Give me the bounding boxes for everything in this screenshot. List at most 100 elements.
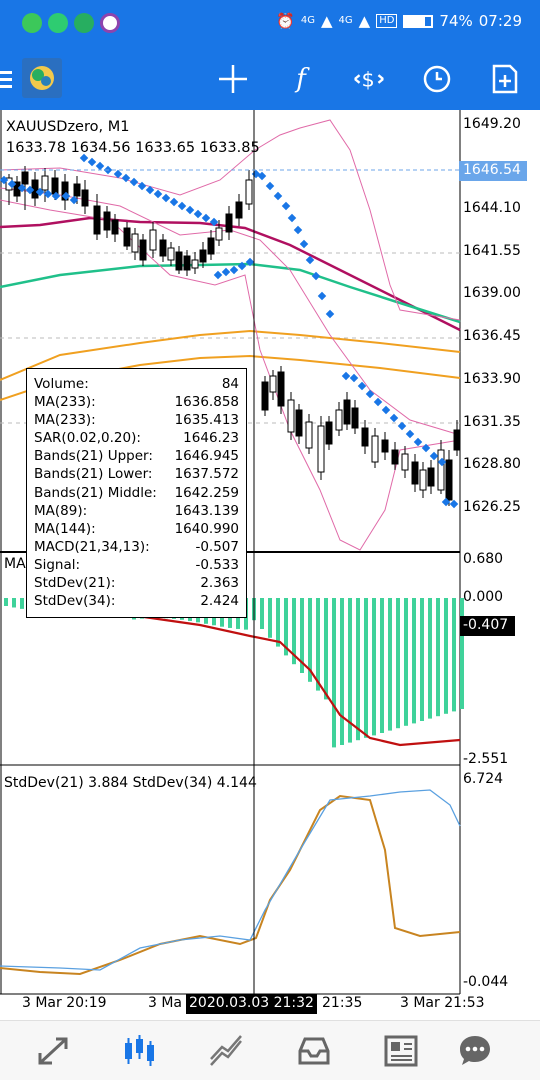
sar-dot	[325, 309, 335, 319]
status-right: ⏰ 4G ▲ 4G ▲ HD 74% 07:29	[276, 12, 522, 30]
candle-body	[183, 255, 191, 271]
sar-dot	[193, 209, 203, 219]
svg-text:$: $	[361, 68, 374, 92]
network-indicator-2: 4G	[338, 15, 353, 26]
sar-dot	[95, 161, 105, 171]
sar-dot	[87, 157, 97, 167]
sar-dot	[177, 201, 187, 211]
stddev-scale-bottom: -0.044	[463, 974, 509, 990]
sar-dot	[381, 405, 391, 415]
macd-histogram-bar	[276, 598, 280, 647]
macd-histogram-bar	[316, 598, 320, 691]
sar-dot	[357, 381, 367, 391]
candle-body	[343, 399, 351, 425]
candle-body	[371, 435, 379, 463]
stddev-21-line	[0, 794, 461, 976]
band-upper-line	[0, 119, 461, 321]
sar-dot	[299, 239, 309, 249]
price-scale-label: 1649.20	[463, 116, 521, 132]
indicators-icon[interactable]: f	[296, 64, 306, 94]
price-scale-label: 1641.55	[463, 243, 521, 259]
macd-histogram-bar	[4, 598, 8, 606]
sar-dot	[221, 267, 231, 277]
data-window-row: MACD(21,34,13): -0.507	[34, 538, 239, 556]
sar-dot	[287, 213, 297, 223]
candle-body	[93, 205, 101, 235]
macd-signal-line	[129, 613, 461, 747]
candle-body	[61, 181, 69, 201]
timeframe-icon[interactable]	[420, 62, 454, 96]
candle-body	[427, 467, 435, 487]
time-label-2: 3 Ma	[148, 995, 183, 1011]
data-window-value: 1643.139	[174, 502, 239, 519]
parabolic-sar	[0, 153, 459, 509]
macd-histogram-bar	[388, 598, 392, 731]
trade-icon[interactable]	[208, 1033, 244, 1069]
candle-body	[445, 459, 453, 501]
macd-histogram-bar	[404, 598, 408, 726]
candle-body	[335, 409, 343, 431]
news-icon[interactable]	[383, 1033, 419, 1069]
data-window-row: MA(233): 1635.413	[34, 411, 239, 429]
data-window-row: Volume: 84	[34, 375, 239, 393]
data-window-value: 1635.413	[174, 412, 239, 429]
data-window-key: MACD(21,34,13):	[34, 538, 150, 555]
stddev-scale-top: 6.724	[463, 771, 504, 787]
sar-dot	[209, 217, 219, 227]
quotes-icon[interactable]	[36, 1033, 72, 1069]
stddev-title: StdDev(21) 3.884 StdDev(34) 4.144	[4, 775, 257, 791]
candle-body	[21, 171, 29, 185]
objects-icon[interactable]: $	[352, 62, 386, 96]
metatrader-logo-icon[interactable]	[22, 58, 62, 98]
sar-dot	[69, 195, 79, 205]
time-label-1: 3 Mar 20:19	[22, 995, 107, 1011]
sar-dot	[341, 371, 351, 381]
data-window-value: -0.507	[195, 538, 239, 555]
sar-dot	[161, 193, 171, 203]
candle-body	[103, 211, 111, 231]
candle-body	[41, 175, 49, 191]
candle-body	[167, 247, 175, 261]
clock: 07:29	[478, 12, 522, 30]
sar-dot	[373, 397, 383, 407]
new-order-icon[interactable]	[488, 62, 522, 96]
sar-dot	[213, 270, 223, 280]
candle-body	[235, 201, 243, 219]
data-window-row: Bands(21) Lower: 1637.572	[34, 465, 239, 483]
data-window-row: MA(89): 1643.139	[34, 502, 239, 520]
sar-dot	[237, 261, 247, 271]
chart-icon[interactable]	[122, 1033, 158, 1069]
history-icon[interactable]	[296, 1033, 332, 1069]
sar-dot	[201, 213, 211, 223]
chat-icon[interactable]	[457, 1033, 493, 1069]
sar-dot	[265, 181, 275, 191]
candle-body	[215, 227, 223, 241]
price-scale-label: 1636.45	[463, 328, 521, 344]
sar-dot	[397, 421, 407, 431]
macd-histogram-bar	[436, 598, 440, 717]
candle-body	[111, 219, 119, 235]
sar-dot	[441, 497, 451, 507]
data-window-value: 2.424	[200, 593, 239, 610]
data-window-key: Signal:	[34, 556, 81, 573]
data-window-key: Volume:	[34, 376, 89, 392]
crosshair-icon[interactable]	[216, 62, 250, 96]
sar-dot	[389, 413, 399, 423]
sar-dot	[349, 373, 359, 383]
menu-icon[interactable]	[0, 62, 18, 96]
candle-body	[411, 461, 419, 485]
macd-scale-top: 0.680	[463, 551, 504, 567]
status-bar: ⏰ 4G ▲ 4G ▲ HD 74% 07:29	[0, 0, 540, 46]
macd-histogram-bar	[332, 598, 336, 748]
macd-histogram-bar	[428, 598, 432, 719]
macd-histogram-bar	[412, 598, 416, 724]
ma-144-line	[0, 262, 461, 324]
macd-indicator	[4, 598, 464, 748]
macd-histogram-bar	[372, 598, 376, 736]
macd-histogram-bar	[364, 598, 368, 738]
chart-ohlc: 1633.78 1634.56 1633.65 1633.85	[6, 140, 260, 156]
candle-body	[245, 179, 253, 205]
sar-dot	[145, 185, 155, 195]
data-window-value: 1637.572	[174, 466, 239, 483]
network-indicator-1: 4G	[300, 15, 315, 26]
